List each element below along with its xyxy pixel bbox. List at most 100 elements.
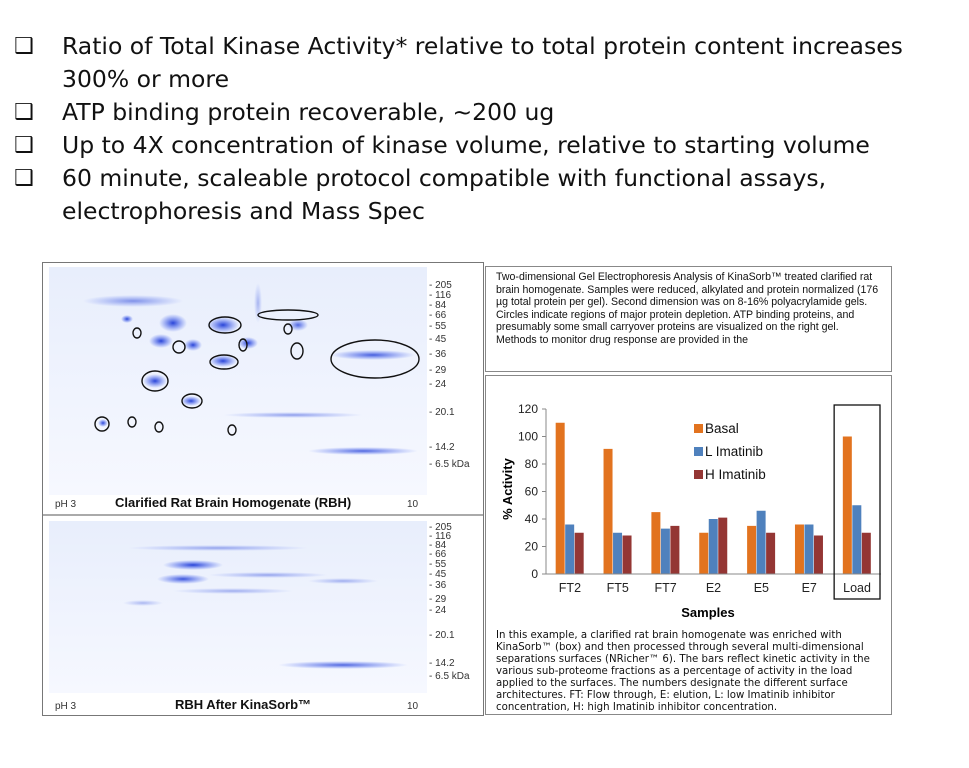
bottom-gel-title: RBH After KinaSorb™ [175, 697, 312, 712]
bottom-gel-spots [123, 545, 408, 669]
highlight-box [833, 404, 881, 600]
legend: Basal L Imatinib H Imatinib [694, 421, 766, 482]
mw-marker: - 20.1 [429, 407, 455, 418]
mw-marker: - 45 [429, 569, 447, 580]
bullet-text: Ratio of Total Kinase Activity* relative… [62, 32, 903, 93]
bar-l-imatinib [708, 519, 718, 574]
top-gel-title: Clarified Rat Brain Homogenate (RBH) [115, 495, 352, 510]
mw-marker: - 24 [429, 379, 447, 390]
x-axis-label: Samples [681, 605, 734, 620]
y-tick-label: 120 [518, 402, 538, 416]
y-tick-label: 80 [525, 457, 539, 471]
x-tick-label: FT2 [559, 581, 581, 595]
activity-bar-chart: 0 20 40 60 80 100 120 FT2 FT5 FT7 E2 E5 E7 Load Basa… [500, 402, 881, 620]
bullet-text: ATP binding protein recoverable, ~200 ug [62, 98, 555, 126]
mw-marker: - 20.1 [429, 630, 455, 641]
bar-h-imatinib [622, 535, 632, 574]
checkbox-bullet-icon: ❑ [14, 133, 34, 158]
mw-marker: - 36 [429, 349, 447, 360]
mw-marker: - 29 [429, 365, 447, 376]
bar-h-imatinib [813, 535, 823, 574]
bar-basal [747, 525, 757, 574]
mw-marker: - 116 [429, 290, 452, 301]
mw-marker: - 116 [429, 531, 452, 542]
bar-basal [651, 512, 661, 574]
mw-marker: - 84 [429, 540, 447, 551]
bar-l-imatinib [565, 524, 575, 574]
x-tick-label: FT5 [607, 581, 629, 595]
mw-marker: - 84 [429, 300, 447, 311]
gel-caption: Two-dimensional Gel Electrophoresis Anal… [496, 271, 879, 346]
mw-marker: - 6.5 kDa [429, 671, 470, 682]
mw-marker: - 55 [429, 559, 447, 570]
bar-l-imatinib [804, 524, 814, 574]
bar-h-imatinib [861, 532, 871, 574]
y-axis: 0 20 40 60 80 100 120 [518, 402, 547, 581]
mw-marker: - 45 [429, 334, 447, 345]
mw-marker: - 66 [429, 310, 447, 321]
bar-l-imatinib [756, 510, 766, 574]
y-tick-label: 60 [525, 485, 539, 499]
checkbox-bullet-icon: ❑ [14, 100, 34, 125]
ph-left-label: pH 3 [55, 499, 77, 510]
y-tick-label: 100 [518, 430, 538, 444]
mw-marker: - 14.2 [429, 442, 455, 453]
mw-marker: - 205 [429, 522, 452, 533]
legend-label: L Imatinib [705, 444, 763, 459]
legend-swatch [694, 424, 703, 433]
x-tick-label: Load [843, 581, 871, 595]
bullet-text: Up to 4X concentration of kinase volume,… [62, 131, 870, 159]
mw-marker: - 29 [429, 594, 447, 605]
bullet-text: 60 minute, scaleable protocol compatible… [62, 164, 827, 225]
chart-caption: In this example, a clarified rat brain h… [496, 630, 870, 713]
bullet-item: ❑ Ratio of Total Kinase Activity* relati… [14, 30, 954, 96]
mw-marker: - 205 [429, 280, 452, 291]
bullet-item: ❑ Up to 4X concentration of kinase volum… [14, 129, 954, 162]
gel-images [43, 267, 483, 693]
ph-right-label: 10 [407, 499, 419, 510]
legend-swatch [694, 447, 703, 456]
y-axis-label: % Activity [500, 457, 515, 519]
y-tick-label: 20 [525, 540, 539, 554]
legend-label: Basal [705, 421, 739, 436]
bar-l-imatinib [660, 528, 670, 574]
mw-marker: - 14.2 [429, 658, 455, 669]
bar-basal [699, 532, 709, 574]
bar-basal [603, 448, 613, 574]
bullet-item: ❑ ATP binding protein recoverable, ~200 … [14, 96, 954, 129]
chart-box: 0 20 40 60 80 100 120 FT2 FT5 FT7 E2 E5 E7 Load Basa… [485, 375, 892, 715]
legend-label: H Imatinib [705, 467, 766, 482]
x-tick-label: E7 [802, 581, 817, 595]
y-tick-label: 40 [525, 512, 539, 526]
mw-marker: - 24 [429, 605, 447, 616]
bar-h-imatinib [718, 517, 728, 574]
legend-swatch [694, 470, 703, 479]
y-tick-label: 0 [531, 567, 538, 581]
bar-basal [842, 436, 852, 574]
x-tick-label: E5 [754, 581, 769, 595]
x-axis: FT2 FT5 FT7 E2 E5 E7 Load [546, 404, 881, 600]
bar-l-imatinib [852, 505, 862, 574]
mw-marker: - 66 [429, 549, 447, 560]
mw-marker: - 36 [429, 580, 447, 591]
bar-h-imatinib [574, 532, 584, 574]
x-tick-label: FT7 [655, 581, 677, 595]
ph-right-label: 10 [407, 701, 419, 712]
bullet-item: ❑ 60 minute, scaleable protocol compatib… [14, 162, 954, 228]
bar-basal [794, 524, 804, 574]
gel-caption-box: Two-dimensional Gel Electrophoresis Anal… [485, 266, 892, 372]
depletion-circles [94, 309, 420, 436]
bar-h-imatinib [670, 525, 680, 574]
bar-l-imatinib [613, 532, 623, 574]
bar-basal [555, 422, 565, 574]
mw-marker: - 6.5 kDa [429, 459, 470, 470]
bar-h-imatinib [766, 532, 776, 574]
top-gel-spots [83, 283, 418, 455]
bars [555, 422, 871, 574]
checkbox-bullet-icon: ❑ [14, 166, 34, 191]
checkbox-bullet-icon: ❑ [14, 34, 34, 59]
gel-panel: - 205 - 116 - 84 - 66 - 55 - 45 - 36 - 2… [42, 262, 484, 716]
bullet-list: ❑ Ratio of Total Kinase Activity* relati… [14, 30, 954, 228]
x-tick-label: E2 [706, 581, 721, 595]
ph-left-label: pH 3 [55, 701, 77, 712]
